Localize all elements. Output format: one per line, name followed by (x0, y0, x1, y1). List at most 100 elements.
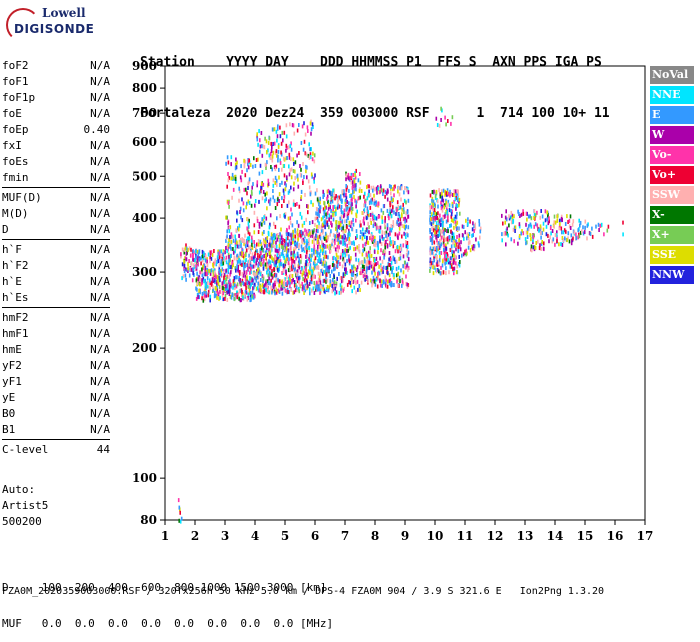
echo-point (453, 217, 456, 221)
echo-point (371, 283, 373, 288)
echo-point (429, 249, 432, 254)
echo-point (527, 214, 530, 219)
echo-point (301, 272, 304, 277)
echo-point (325, 272, 328, 277)
echo-point (241, 197, 243, 202)
echo-point (526, 235, 529, 239)
echo-point (288, 276, 290, 281)
echo-point (353, 195, 355, 200)
echo-point (533, 233, 535, 238)
echo-point (335, 250, 338, 255)
param-value: N/A (90, 191, 110, 204)
echo-point (289, 216, 292, 221)
echo-point (277, 267, 280, 272)
echo-point (375, 216, 378, 221)
echo-point (390, 214, 393, 219)
param-row: hmE N/A (2, 342, 110, 358)
echo-point (297, 254, 299, 259)
echo-point (384, 242, 386, 246)
echo-point (281, 130, 284, 135)
echo-point (288, 189, 291, 194)
echo-point (254, 275, 256, 280)
echo-point (589, 231, 592, 236)
echo-point (196, 287, 198, 292)
echo-point (311, 248, 313, 253)
echo-point (229, 294, 232, 299)
echo-point (339, 275, 342, 280)
echo-point (342, 238, 344, 243)
echo-point (389, 227, 391, 232)
echo-point (224, 250, 226, 255)
echo-point (187, 269, 189, 273)
echo-point (432, 251, 435, 256)
echo-point (348, 240, 350, 245)
echo-point (313, 176, 315, 181)
echo-point (202, 258, 204, 263)
echo-point (392, 205, 394, 210)
echo-point (348, 220, 351, 225)
echo-point (309, 231, 311, 236)
echo-point (303, 265, 306, 270)
echo-point (297, 177, 299, 182)
echo-point (338, 232, 340, 237)
echo-point (212, 269, 214, 274)
echo-point (343, 219, 346, 224)
echo-point (379, 279, 381, 284)
echo-point (265, 216, 268, 221)
echo-point (286, 156, 288, 160)
echo-point (375, 202, 378, 207)
echo-point (355, 168, 357, 173)
echo-point (253, 240, 255, 244)
echo-point (196, 258, 199, 263)
param-row: hmF1 N/A (2, 326, 110, 342)
echo-point (279, 183, 281, 187)
echo-point (556, 214, 559, 219)
y-tick-label: 900 (132, 59, 157, 73)
echo-point (334, 286, 336, 291)
echo-point (283, 194, 286, 199)
echo-point (247, 230, 250, 235)
echo-point (600, 222, 603, 227)
echo-point (447, 202, 449, 207)
echo-point (268, 153, 271, 158)
echo-point (322, 286, 325, 291)
echo-point (309, 279, 312, 284)
echo-point (313, 243, 316, 248)
echo-point (304, 274, 307, 279)
y-tick-label: 700 (132, 106, 157, 120)
echo-point (224, 296, 226, 301)
param-value: 44 (96, 443, 110, 456)
echo-point (397, 265, 400, 270)
echo-point (194, 258, 196, 263)
echo-point (204, 254, 207, 259)
echo-point (436, 246, 438, 250)
echo-point (274, 167, 277, 172)
echo-point (445, 200, 448, 205)
echo-point (307, 129, 309, 133)
echo-point (298, 151, 300, 155)
echo-point (405, 234, 407, 239)
echo-point (332, 212, 334, 217)
echo-point (290, 207, 292, 212)
echo-point (276, 182, 278, 187)
echo-point (291, 267, 293, 272)
echo-point (283, 278, 286, 283)
echo-point (261, 153, 264, 158)
echo-point (198, 257, 200, 262)
echo-point (352, 240, 355, 245)
echo-point (407, 267, 409, 272)
echo-point (379, 256, 381, 261)
echo-point (291, 260, 293, 265)
echo-point (441, 195, 444, 200)
echo-point (220, 268, 222, 273)
echo-point (531, 248, 533, 253)
echo-point (382, 265, 385, 270)
echo-point (453, 189, 455, 193)
echo-point (269, 222, 271, 227)
echo-point (319, 290, 321, 295)
echo-point (400, 221, 402, 226)
echo-point (265, 197, 267, 202)
echo-point (321, 247, 324, 252)
echo-point (552, 237, 555, 242)
legend-item-sse: SSE (650, 246, 694, 264)
